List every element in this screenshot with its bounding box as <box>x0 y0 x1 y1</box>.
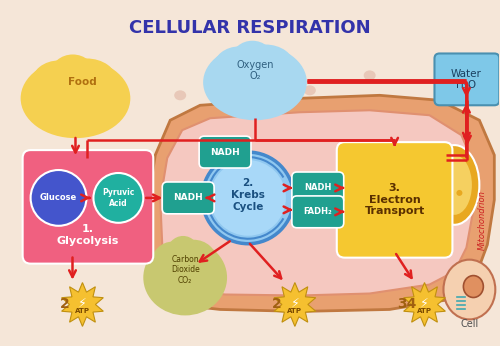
Ellipse shape <box>406 170 412 176</box>
Circle shape <box>210 160 286 236</box>
Text: NADH: NADH <box>304 183 332 192</box>
FancyBboxPatch shape <box>292 196 344 228</box>
Ellipse shape <box>324 225 336 235</box>
FancyBboxPatch shape <box>162 182 214 214</box>
Text: 2: 2 <box>272 298 282 311</box>
Ellipse shape <box>224 135 236 145</box>
Ellipse shape <box>444 260 496 319</box>
Text: 1.
Glycolysis: 1. Glycolysis <box>56 224 118 246</box>
Ellipse shape <box>372 190 378 196</box>
Ellipse shape <box>166 236 200 272</box>
Ellipse shape <box>444 115 456 125</box>
Text: CELLULAR RESPIRATION: CELLULAR RESPIRATION <box>129 19 371 37</box>
Text: ⚡: ⚡ <box>420 297 429 310</box>
Ellipse shape <box>464 275 483 298</box>
Polygon shape <box>148 95 494 311</box>
Circle shape <box>94 173 144 223</box>
Ellipse shape <box>203 45 307 120</box>
Ellipse shape <box>414 245 426 255</box>
Text: Glucose: Glucose <box>40 193 77 202</box>
Polygon shape <box>160 110 474 295</box>
Ellipse shape <box>56 58 116 102</box>
Circle shape <box>202 152 294 244</box>
Ellipse shape <box>144 240 227 316</box>
Ellipse shape <box>152 242 194 283</box>
Text: Food: Food <box>68 78 97 88</box>
Text: Oxygen
O₂: Oxygen O₂ <box>236 60 274 81</box>
Ellipse shape <box>394 175 406 185</box>
Ellipse shape <box>437 155 472 215</box>
Ellipse shape <box>20 58 130 138</box>
Ellipse shape <box>344 275 355 284</box>
Ellipse shape <box>430 145 480 225</box>
Text: ⚡: ⚡ <box>78 297 87 310</box>
Text: NADH: NADH <box>210 148 240 157</box>
Text: ATP: ATP <box>288 308 302 315</box>
Ellipse shape <box>352 155 387 215</box>
Ellipse shape <box>446 170 452 176</box>
Ellipse shape <box>237 45 294 86</box>
Ellipse shape <box>174 90 186 100</box>
Ellipse shape <box>456 190 462 196</box>
Polygon shape <box>274 283 316 326</box>
Text: ATP: ATP <box>417 308 432 315</box>
Text: ATP: ATP <box>75 308 90 315</box>
FancyBboxPatch shape <box>434 54 500 105</box>
Text: 34: 34 <box>397 298 416 311</box>
Ellipse shape <box>170 240 216 281</box>
Ellipse shape <box>32 61 86 104</box>
Ellipse shape <box>444 187 450 193</box>
Ellipse shape <box>416 190 422 196</box>
Ellipse shape <box>51 54 94 93</box>
Text: 2.
Krebs
Cycle: 2. Krebs Cycle <box>231 178 265 211</box>
Ellipse shape <box>232 41 273 77</box>
Ellipse shape <box>358 187 364 193</box>
FancyBboxPatch shape <box>337 142 452 258</box>
FancyBboxPatch shape <box>199 136 251 168</box>
Ellipse shape <box>304 85 316 95</box>
Ellipse shape <box>397 155 432 215</box>
Text: 3.
Electron
Transport: 3. Electron Transport <box>364 183 424 217</box>
Polygon shape <box>62 283 104 326</box>
FancyBboxPatch shape <box>22 150 154 264</box>
Text: Water
H₂O: Water H₂O <box>451 69 482 90</box>
Text: Pyruvic
Acid: Pyruvic Acid <box>102 188 134 208</box>
Ellipse shape <box>274 255 286 265</box>
Text: 2: 2 <box>60 298 70 311</box>
Text: FADH₂: FADH₂ <box>304 207 332 216</box>
Text: NADH: NADH <box>174 193 203 202</box>
Text: Carbon
Dioxide
CO₂: Carbon Dioxide CO₂ <box>171 255 200 284</box>
Ellipse shape <box>214 46 266 88</box>
Ellipse shape <box>344 145 395 225</box>
Text: Mitochondrion: Mitochondrion <box>478 190 486 250</box>
Circle shape <box>30 170 86 226</box>
Ellipse shape <box>404 187 409 193</box>
Ellipse shape <box>284 195 296 205</box>
Text: ⚡: ⚡ <box>290 297 299 310</box>
Text: Cell: Cell <box>460 319 478 329</box>
FancyBboxPatch shape <box>292 172 344 204</box>
Polygon shape <box>404 283 446 326</box>
Ellipse shape <box>364 71 376 80</box>
Ellipse shape <box>390 145 440 225</box>
Ellipse shape <box>362 170 368 176</box>
